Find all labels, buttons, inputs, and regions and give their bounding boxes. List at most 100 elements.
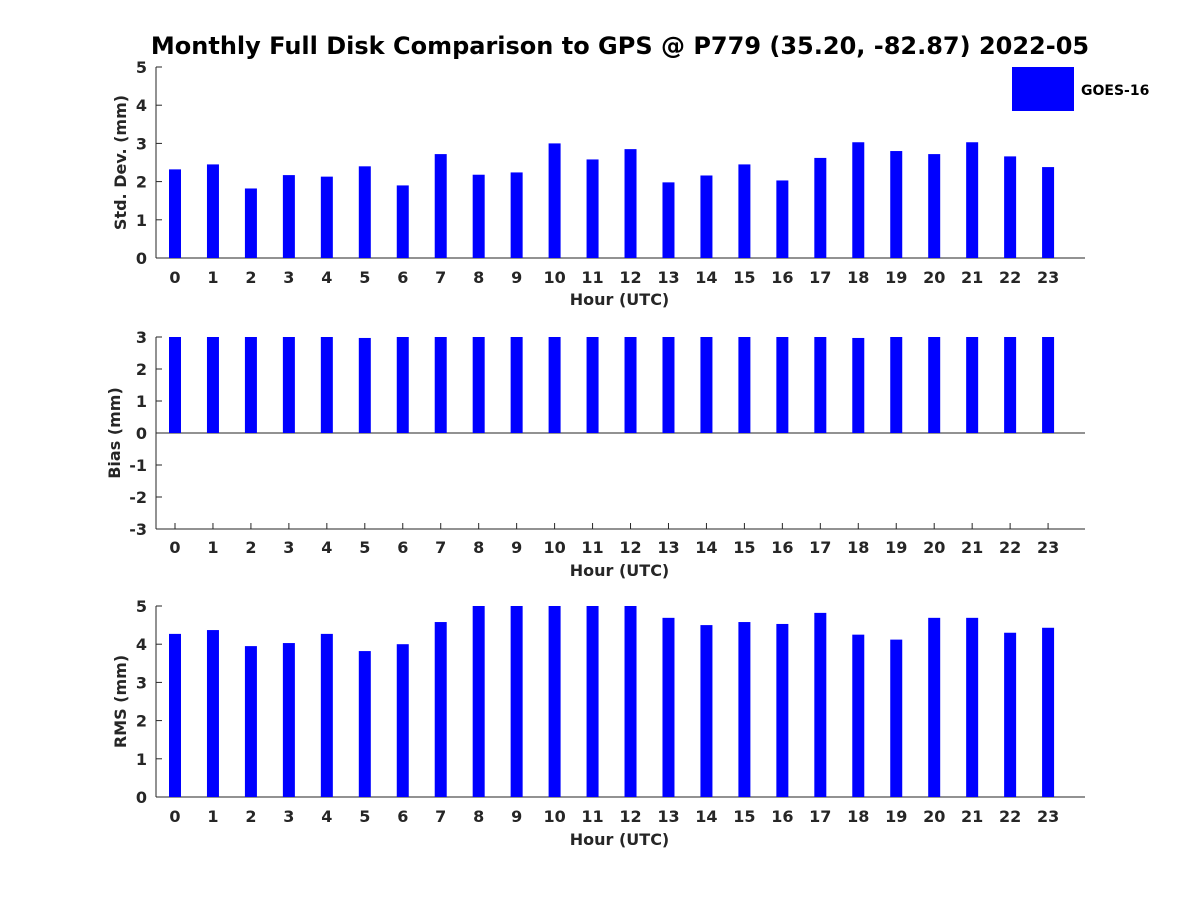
std-bar [890, 151, 903, 258]
std-bar [814, 157, 827, 258]
bias-bar [510, 337, 523, 433]
rms-bar [548, 606, 561, 797]
std-bar [586, 159, 599, 258]
std-x-tick-label: 22 [999, 268, 1021, 287]
rms-bar [282, 643, 295, 797]
bias-y-tick-label: 3 [136, 328, 147, 347]
std-bar [966, 142, 979, 258]
bias-bar [206, 337, 219, 433]
rms-y-tick-label: 4 [136, 635, 147, 654]
std-bar [282, 175, 295, 258]
std-x-tick-label: 9 [511, 268, 522, 287]
bias-x-tick-label: 17 [809, 538, 831, 557]
std-x-tick-label: 21 [961, 268, 983, 287]
rms-x-tick-label: 17 [809, 807, 831, 826]
std-x-tick-label: 10 [543, 268, 565, 287]
rms-bar [434, 622, 447, 797]
rms-bar [586, 606, 599, 797]
bias-bar [169, 337, 181, 433]
rms-x-tick-label: 1 [207, 807, 218, 826]
std-bar [472, 174, 485, 258]
rms-bar [890, 639, 903, 797]
rms-x-tick-label: 15 [733, 807, 755, 826]
bias-x-tick-label: 14 [695, 538, 717, 557]
bias-x-tick-label: 1 [207, 538, 218, 557]
bias-bar [244, 337, 257, 433]
bias-x-tick-label: 6 [397, 538, 408, 557]
std-bar [510, 172, 523, 258]
std-x-tick-label: 1 [207, 268, 218, 287]
rms-x-tick-label: 7 [435, 807, 446, 826]
rms-bar [662, 617, 675, 797]
rms-y-tick-label: 5 [136, 597, 147, 616]
bias-bar [852, 337, 865, 433]
std-bar [320, 176, 333, 258]
bias-bar [358, 337, 371, 433]
bias-x-tick-label: 10 [543, 538, 565, 557]
rms-bar [206, 630, 219, 797]
bias-x-tick-label: 21 [961, 538, 983, 557]
bias-x-tick-label: 23 [1037, 538, 1059, 557]
std-bar [1042, 167, 1055, 258]
bias-x-tick-label: 19 [885, 538, 907, 557]
bias-x-tick-label: 7 [435, 538, 446, 557]
bias-x-tick-label: 2 [245, 538, 256, 557]
bias-bar [966, 337, 979, 433]
bias-x-tick-label: 3 [283, 538, 294, 557]
bias-y-tick-label: -2 [129, 488, 147, 507]
std-y-tick-label: 5 [136, 58, 147, 77]
std-x-tick-label: 3 [283, 268, 294, 287]
rms-x-label: Hour (UTC) [570, 830, 670, 849]
std-x-tick-label: 4 [321, 268, 332, 287]
rms-bar [738, 622, 751, 797]
rms-bar [814, 612, 827, 797]
std-bar [738, 164, 751, 258]
bias-bar [776, 337, 789, 433]
std-y-tick-label: 0 [136, 249, 147, 268]
rms-y-tick-label: 1 [136, 750, 147, 769]
rms-bar [966, 617, 979, 797]
chart-title: Monthly Full Disk Comparison to GPS @ P7… [151, 32, 1089, 60]
rms-x-tick-label: 2 [245, 807, 256, 826]
std-bar [928, 154, 941, 258]
rms-x-tick-label: 10 [543, 807, 565, 826]
rms-bar [776, 623, 789, 797]
std-x-label: Hour (UTC) [570, 290, 670, 309]
rms-bar [396, 644, 409, 797]
rms-bar [1042, 627, 1055, 797]
rms-x-tick-label: 6 [397, 807, 408, 826]
bias-x-tick-label: 9 [511, 538, 522, 557]
bias-x-tick-label: 16 [771, 538, 793, 557]
bias-y-tick-label: -3 [129, 520, 147, 539]
bias-y-tick-label: -1 [129, 456, 147, 475]
std-x-tick-label: 8 [473, 268, 484, 287]
bias-x-tick-label: 8 [473, 538, 484, 557]
rms-x-tick-label: 4 [321, 807, 332, 826]
rms-x-tick-label: 12 [619, 807, 641, 826]
std-y-label: Std. Dev. (mm) [111, 95, 130, 230]
legend: GOES-16 [1012, 67, 1149, 111]
bias-y-label: Bias (mm) [105, 387, 124, 479]
rms-bar [624, 606, 637, 797]
bias-y-tick-label: 1 [136, 392, 147, 411]
rms-bar [510, 606, 523, 797]
std-bar [244, 188, 257, 258]
bias-bar [814, 337, 827, 433]
std-bar [700, 175, 713, 258]
std-x-tick-label: 16 [771, 268, 793, 287]
legend-swatch [1012, 67, 1074, 111]
rms-y-label: RMS (mm) [111, 655, 130, 748]
rms-bar [244, 646, 257, 797]
bias-x-tick-label: 0 [169, 538, 180, 557]
bias-x-tick-label: 22 [999, 538, 1021, 557]
rms-x-tick-label: 9 [511, 807, 522, 826]
rms-x-tick-label: 21 [961, 807, 983, 826]
rms-bar [928, 617, 941, 797]
rms-y-tick-label: 0 [136, 788, 147, 807]
rms-x-tick-label: 5 [359, 807, 370, 826]
rms-y-tick-label: 2 [136, 712, 147, 731]
rms-bar [1004, 632, 1017, 797]
